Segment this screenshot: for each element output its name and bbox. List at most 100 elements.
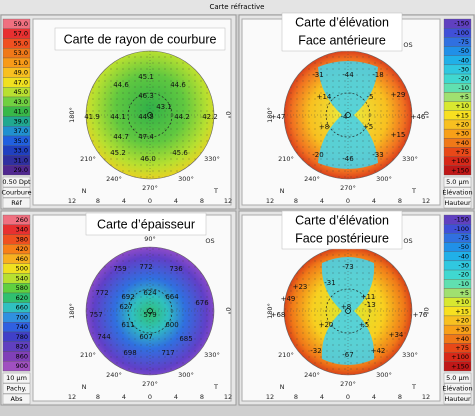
map-value: 664 xyxy=(165,293,179,301)
overlay-title: Carte d’élévation xyxy=(295,15,389,29)
map-value: +5 xyxy=(359,321,369,329)
scale-label: 43.0 xyxy=(14,98,28,106)
scale-footer-box xyxy=(2,176,31,188)
scale-label: 35.0 xyxy=(14,137,28,145)
compass-label: 180° xyxy=(68,107,76,123)
map-value: +46 xyxy=(411,113,426,121)
compass-label: 90° xyxy=(144,235,156,243)
scale-label: -30 xyxy=(458,65,469,73)
compass-label: 300° xyxy=(376,371,392,379)
scale-label: 31.0 xyxy=(14,156,28,164)
map-value: 45.2 xyxy=(110,149,126,157)
map-value: 676 xyxy=(195,299,209,307)
compass-label: 0° xyxy=(422,307,430,314)
scale-label: -20 xyxy=(458,271,469,279)
axis-tick: 4 xyxy=(372,197,376,205)
map-value: +29 xyxy=(391,91,406,99)
compass-label: 300° xyxy=(376,175,392,183)
scale-label: 39.0 xyxy=(14,117,28,125)
map-value: 757 xyxy=(89,311,102,319)
map-value: 627 xyxy=(119,303,132,311)
scale-footer: 5.0 µm xyxy=(446,178,469,186)
scale-label: +75 xyxy=(455,148,469,156)
scale-label: +20 xyxy=(455,121,469,129)
overlay-title: Carte d’épaisseur xyxy=(97,217,195,231)
axis-tick: 8 xyxy=(294,197,298,205)
scale-label: 500 xyxy=(16,265,28,273)
map-value: 44.7 xyxy=(113,133,129,141)
scale-label: 420 xyxy=(16,245,28,253)
scale-footer-box xyxy=(2,383,31,394)
scale-label: +40 xyxy=(455,335,469,343)
map-value: 772 xyxy=(95,289,108,297)
apex xyxy=(147,112,153,118)
map-value: 43.1 xyxy=(156,103,172,111)
scale-footer-box xyxy=(443,176,472,188)
scale-label: +5 xyxy=(459,93,469,101)
map-value: -20 xyxy=(312,151,323,159)
compass-label: 330° xyxy=(402,155,418,163)
compass-label: 240° xyxy=(106,175,122,183)
overlay-title: Face postérieure xyxy=(295,231,389,245)
map-value: 44.5 xyxy=(138,113,154,121)
scale-footer-box xyxy=(2,187,31,198)
compass-label: 330° xyxy=(204,351,220,359)
map-value: 44.6 xyxy=(113,81,129,89)
map-value: 47.4 xyxy=(138,133,154,141)
compass-label: OS xyxy=(403,237,412,245)
map-value: -33 xyxy=(372,151,383,159)
scale-label: +10 xyxy=(455,298,469,306)
compass-label: 180° xyxy=(266,303,274,319)
axis-tick: 8 xyxy=(398,197,402,205)
scale-cell xyxy=(443,361,472,372)
map-value: -31 xyxy=(312,71,323,79)
axis-tick: 0 xyxy=(346,197,350,205)
map-value: -13 xyxy=(364,301,375,309)
scale-label: +40 xyxy=(455,139,469,147)
map-value: -5 xyxy=(367,93,374,101)
scale-label: -10 xyxy=(458,280,469,288)
scale-label: -100 xyxy=(454,29,469,37)
map-value: -44 xyxy=(342,71,354,79)
axis-tick: 8 xyxy=(200,393,204,401)
scale-footer: 5.0 µm xyxy=(446,374,469,382)
map-value: +5 xyxy=(363,123,373,131)
scale-label: 51.0 xyxy=(14,59,28,67)
scale-label: +5 xyxy=(459,289,469,297)
scale-label: 53.0 xyxy=(14,49,28,57)
compass-label: N xyxy=(280,187,285,195)
map-value: 44.2 xyxy=(174,113,190,121)
map-value: 611 xyxy=(121,321,134,329)
map-value: 44.1 xyxy=(110,113,126,121)
map-value: -31 xyxy=(324,279,335,287)
scale-label: 460 xyxy=(16,255,28,263)
apex xyxy=(345,308,351,314)
compass-label: 210° xyxy=(278,155,294,163)
compass-label: 180° xyxy=(266,107,274,123)
scale-label: -75 xyxy=(458,234,469,242)
compass-label: 0° xyxy=(422,111,430,118)
scale-label: +15 xyxy=(455,111,469,119)
scale-label: 340 xyxy=(16,226,28,234)
scale-footer: Pachy. xyxy=(6,385,26,393)
map-value: -73 xyxy=(342,263,353,271)
axis-tick: 4 xyxy=(174,393,178,401)
scale-label: 57.0 xyxy=(14,30,28,38)
scale-footer: Hauteur xyxy=(444,395,471,403)
map-value: +76 xyxy=(413,311,428,319)
scale-label: -50 xyxy=(458,243,469,251)
compass-label: N xyxy=(82,187,87,195)
axis-tick: 4 xyxy=(320,393,324,401)
compass-label: 240° xyxy=(106,371,122,379)
scale-label: 820 xyxy=(16,343,28,351)
map-value: 46.3 xyxy=(138,92,154,100)
compass-label: 300° xyxy=(178,175,194,183)
scale-label: 260 xyxy=(16,216,28,224)
scale-label: 49.0 xyxy=(14,69,28,77)
compass-label: 0° xyxy=(224,307,232,314)
compass-label: 210° xyxy=(80,155,96,163)
axis-tick: 8 xyxy=(96,393,100,401)
compass-label: 270° xyxy=(340,184,356,192)
scale-label: 700 xyxy=(16,313,28,321)
